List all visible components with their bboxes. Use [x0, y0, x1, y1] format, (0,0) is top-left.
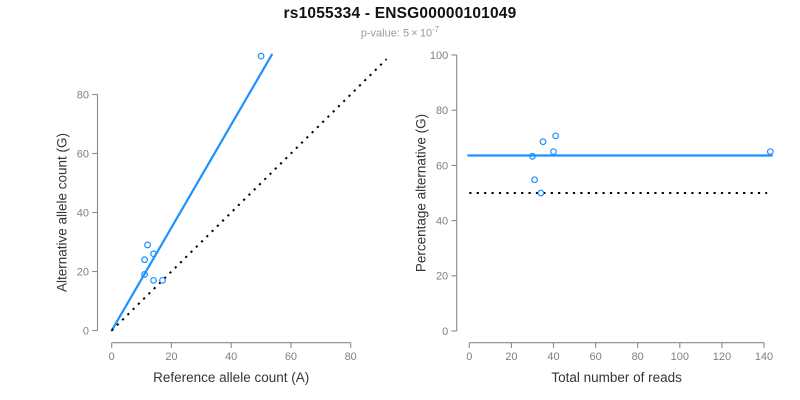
- x-tick-label: 20: [505, 351, 517, 363]
- pvalue-exponent: -7: [432, 25, 440, 34]
- y-tick-label: 60: [436, 160, 448, 172]
- y-tick-label: 40: [436, 216, 448, 228]
- chart-subtitle: p-value: 5 × 10-7: [0, 25, 800, 40]
- y-tick-label: 100: [430, 50, 448, 62]
- data-point: [159, 276, 166, 284]
- y-axis-title: Percentage alternative (G): [414, 114, 429, 272]
- y-tick-label: 20: [436, 271, 448, 283]
- x-tick-label: 40: [547, 351, 559, 363]
- x-tick-label: 140: [755, 351, 773, 363]
- x-axis-title: Reference allele count (A): [153, 370, 309, 385]
- y-tick-label: 80: [77, 89, 89, 101]
- data-point: [550, 148, 557, 156]
- data-point: [141, 256, 148, 264]
- y-tick-label: 40: [77, 207, 89, 219]
- y-tick-label: 80: [436, 105, 448, 117]
- x-axis-title: Total number of reads: [551, 370, 682, 385]
- data-point: [150, 276, 157, 284]
- x-tick-label: 80: [345, 351, 357, 363]
- x-tick-label: 60: [285, 351, 297, 363]
- data-point: [539, 138, 547, 146]
- x-tick-label: 0: [109, 351, 115, 363]
- x-tick-label: 0: [466, 351, 472, 363]
- data-point: [257, 52, 265, 60]
- x-tick-label: 100: [671, 351, 689, 363]
- y-tick-label: 60: [77, 148, 89, 160]
- chart-title: rs1055334 - ENSG00000101049: [283, 5, 517, 22]
- y-tick-label: 20: [77, 266, 89, 278]
- pvalue-text: p-value: 5 × 10: [360, 27, 433, 40]
- data-point: [537, 189, 545, 197]
- fit-line: [110, 53, 273, 332]
- left-scatter-panel: 0 20 40 60 80 0 20 40 60 80 Reference allele count…: [55, 52, 388, 385]
- x-tick-label: 20: [165, 351, 177, 363]
- data-point: [150, 250, 157, 258]
- y-axis-title: Alternative allele count (G): [55, 133, 70, 292]
- x-tick-label: 80: [632, 351, 644, 363]
- data-point: [552, 132, 560, 140]
- data-point: [531, 176, 538, 184]
- y-tick-label: 0: [442, 326, 448, 338]
- x-tick-label: 60: [589, 351, 601, 363]
- identity-line: [110, 58, 388, 332]
- x-tick-label: 120: [713, 351, 731, 363]
- right-scatter-panel: 0 20 40 60 80 100 0 20 40 60 80 100 120 140 Total numb…: [414, 50, 774, 385]
- data-point: [529, 152, 536, 160]
- x-tick-label: 40: [225, 351, 237, 363]
- data-point: [141, 271, 148, 278]
- y-tick-label: 0: [83, 325, 89, 337]
- data-point: [766, 148, 774, 156]
- data-point: [144, 241, 151, 249]
